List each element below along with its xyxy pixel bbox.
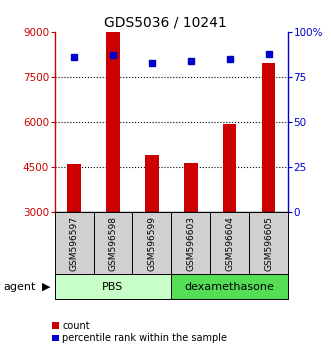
- Bar: [184, 163, 198, 212]
- Text: PBS: PBS: [102, 282, 123, 292]
- Bar: [93, 212, 132, 274]
- Text: GSM596603: GSM596603: [186, 216, 195, 271]
- Bar: [171, 274, 288, 299]
- Text: agent: agent: [3, 282, 36, 292]
- Legend: count, percentile rank within the sample: count, percentile rank within the sample: [48, 317, 231, 347]
- Bar: [55, 274, 171, 299]
- Bar: [171, 212, 210, 274]
- Bar: [262, 63, 275, 212]
- Bar: [249, 212, 288, 274]
- Bar: [55, 212, 93, 274]
- Bar: [223, 124, 236, 212]
- Bar: [145, 155, 159, 212]
- Text: GSM596598: GSM596598: [109, 216, 118, 271]
- Text: GSM596605: GSM596605: [264, 216, 273, 271]
- Text: GSM596597: GSM596597: [70, 216, 78, 271]
- Bar: [106, 32, 120, 212]
- Bar: [132, 212, 171, 274]
- Text: dexamethasone: dexamethasone: [185, 282, 275, 292]
- Text: GSM596604: GSM596604: [225, 216, 234, 271]
- Text: GSM596599: GSM596599: [147, 216, 156, 271]
- Text: GDS5036 / 10241: GDS5036 / 10241: [104, 16, 227, 30]
- Bar: [210, 212, 249, 274]
- Text: ▶: ▶: [42, 282, 51, 292]
- Bar: [67, 164, 81, 212]
